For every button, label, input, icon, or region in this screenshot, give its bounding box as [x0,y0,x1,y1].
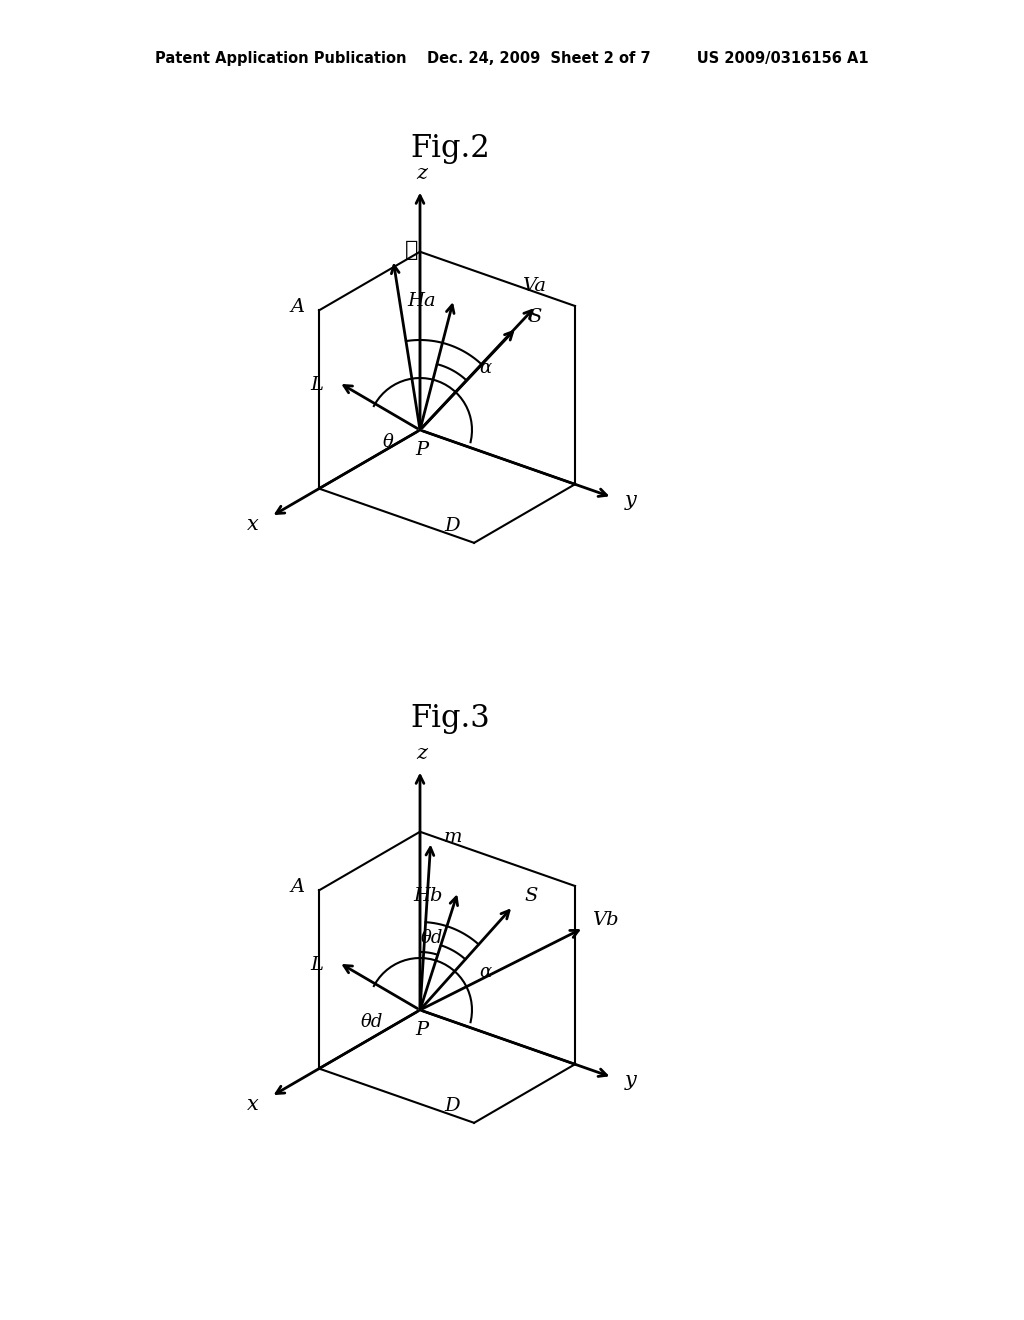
Text: θd: θd [360,1012,383,1031]
Text: y: y [625,1071,636,1090]
Text: m: m [443,828,462,846]
Text: L: L [310,375,324,393]
Text: P: P [416,441,429,459]
Text: Hb: Hb [414,887,442,906]
Text: A: A [290,878,304,896]
Text: θ: θ [383,433,393,451]
Text: z: z [417,164,427,183]
Text: Vb: Vb [592,911,618,929]
Text: Ha: Ha [408,292,436,310]
Text: D: D [444,1097,460,1115]
Text: Fig.3: Fig.3 [411,702,489,734]
Text: S: S [524,887,538,906]
Text: α: α [479,964,492,981]
Text: Va: Va [522,277,546,296]
Text: S: S [528,309,542,326]
Text: z: z [417,744,427,763]
Text: D: D [444,517,460,535]
Text: y: y [625,491,636,510]
Text: L: L [310,956,324,974]
Text: ℓ: ℓ [404,239,418,260]
Text: Fig.2: Fig.2 [411,132,489,164]
Text: α: α [479,359,492,378]
Text: x: x [247,515,259,535]
Text: A: A [290,298,304,317]
Text: x: x [247,1096,259,1114]
Text: θd: θd [421,929,443,946]
Text: P: P [416,1020,429,1039]
Text: Patent Application Publication    Dec. 24, 2009  Sheet 2 of 7         US 2009/03: Patent Application Publication Dec. 24, … [156,50,868,66]
